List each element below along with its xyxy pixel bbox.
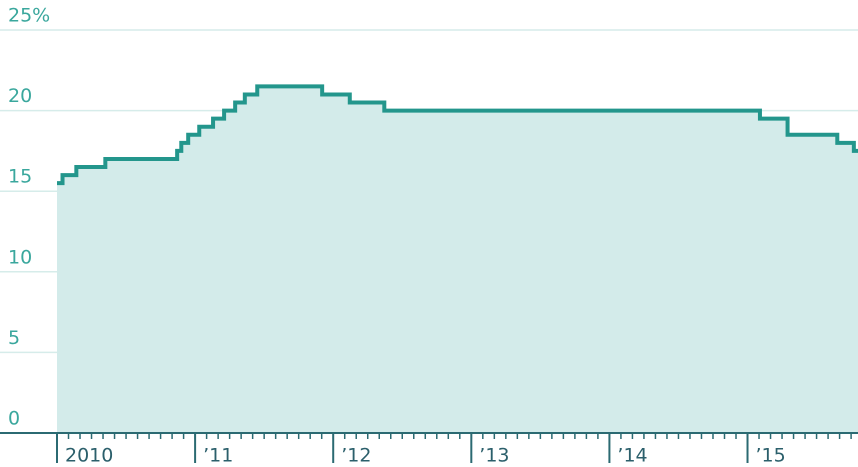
step-line: [57, 84, 858, 186]
area: [57, 86, 858, 434]
y-tick-label: 0: [8, 408, 20, 430]
y-tick-label: 25%: [8, 5, 50, 27]
y-tick-label: 15: [8, 166, 32, 188]
x-tick-label: ’13: [479, 445, 509, 467]
x-tick-label: ’12: [341, 445, 371, 467]
y-tick-label: 10: [8, 246, 32, 268]
x-tick-label: ’11: [203, 445, 233, 467]
x-tick-label: ’15: [756, 445, 786, 467]
x-tick-label: 2010: [65, 445, 113, 467]
x-tick-label: ’14: [617, 445, 647, 467]
y-tick-label: 20: [8, 85, 32, 107]
y-tick-label: 5: [8, 327, 20, 349]
